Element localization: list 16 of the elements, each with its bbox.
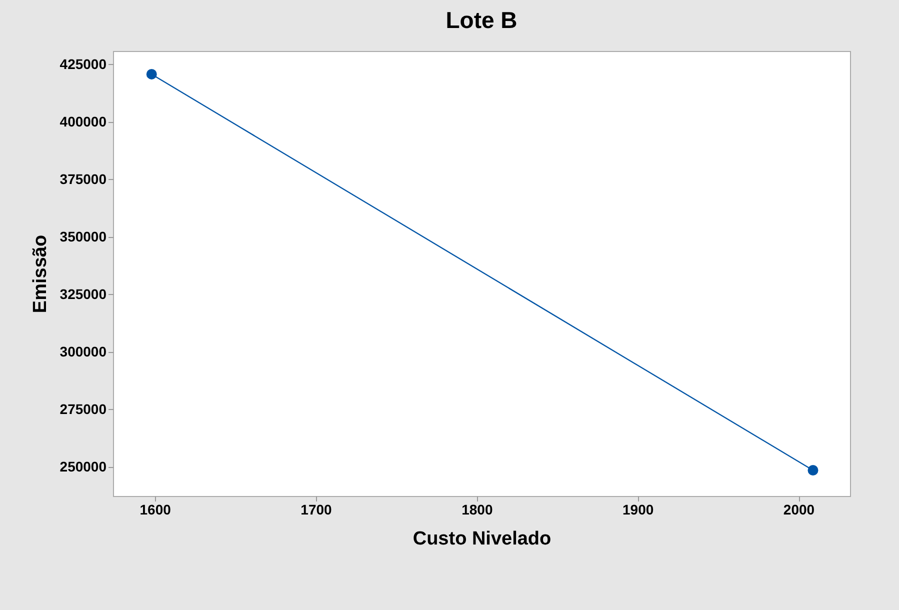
y-tick-label: 400000: [60, 113, 107, 130]
chart-title: Lote B: [446, 7, 518, 33]
y-tick-label: 375000: [60, 170, 107, 187]
y-tick-label: 425000: [60, 56, 107, 72]
y-tick-label: 250000: [60, 458, 107, 474]
x-tick-label: 1800: [462, 502, 493, 518]
x-tick-label: 1900: [622, 502, 654, 518]
y-tick-label: 350000: [60, 228, 107, 244]
x-tick-label: 2000: [783, 502, 815, 518]
x-tick-label: 1700: [300, 502, 332, 518]
x-tick-label: 1600: [140, 502, 172, 518]
y-tick-label: 325000: [60, 286, 107, 302]
y-tick-label: 300000: [60, 343, 107, 360]
y-axis-title: Emissão: [30, 234, 51, 314]
y-tick-label: 275000: [60, 400, 107, 417]
x-axis-title: Custo Nivelado: [412, 528, 552, 550]
